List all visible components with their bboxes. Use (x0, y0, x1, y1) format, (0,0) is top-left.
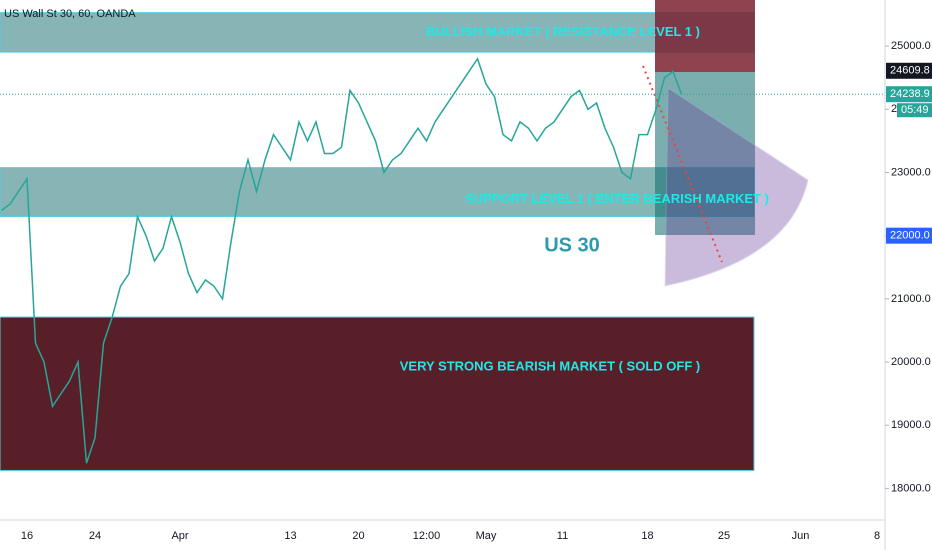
zone (0, 167, 755, 217)
plot (1, 57, 683, 464)
y-tick-label: 19000.0 (891, 419, 931, 431)
price-line (1, 57, 683, 464)
watermark: US 30 (544, 234, 600, 256)
countdown-box (897, 103, 932, 118)
zone-label: BULLISH MARKET ( RESISTANCE LEVEL 1 ) (426, 24, 700, 39)
chart-title: US Wall St 30, 60, OANDA (4, 8, 136, 20)
x-tick-label: 20 (352, 530, 364, 542)
stop-box (655, 0, 755, 72)
y-tick-label: 18000.0 (891, 482, 931, 494)
y-tick-label: 20000.0 (891, 356, 931, 368)
price-label-box (886, 86, 932, 103)
x-tick-label: Jun (792, 530, 810, 542)
x-tick-label: Apr (171, 530, 188, 542)
x-tick-label: 25 (718, 530, 730, 542)
x-tick-label: 11 (557, 530, 568, 542)
x-tick-label: 16 (21, 530, 33, 542)
price-label: 24238.9 (890, 88, 930, 100)
zone-label: VERY STRONG BEARISH MARKET ( SOLD OFF ) (400, 358, 700, 373)
target-box (655, 72, 755, 235)
price-label-box (886, 227, 932, 244)
x-tick-label: 24 (89, 530, 101, 542)
y-tick-label: 23000.0 (891, 166, 931, 178)
countdown: 05:49 (901, 104, 929, 116)
price-label: 24609.8 (890, 65, 930, 77)
x-tick-label: May (476, 530, 497, 542)
x-tick-label: 13 (284, 530, 296, 542)
price-label-box (886, 62, 932, 79)
price-label: 22000.0 (890, 230, 930, 242)
projection-fan (664, 87, 809, 287)
x-tick-label: 18 (641, 530, 653, 542)
zone (0, 316, 755, 471)
y-tick-label: 21000.0 (891, 293, 931, 305)
zones (0, 12, 755, 471)
x-tick-label: 8 (874, 530, 880, 542)
x-tick-label: 12:00 (413, 530, 441, 542)
zone-label: SUPPORT LEVEL 1 ( ENTER BEARISH MARKET ) (465, 191, 769, 206)
zone (0, 12, 755, 53)
y-tick-label: 25000.0 (891, 40, 931, 52)
